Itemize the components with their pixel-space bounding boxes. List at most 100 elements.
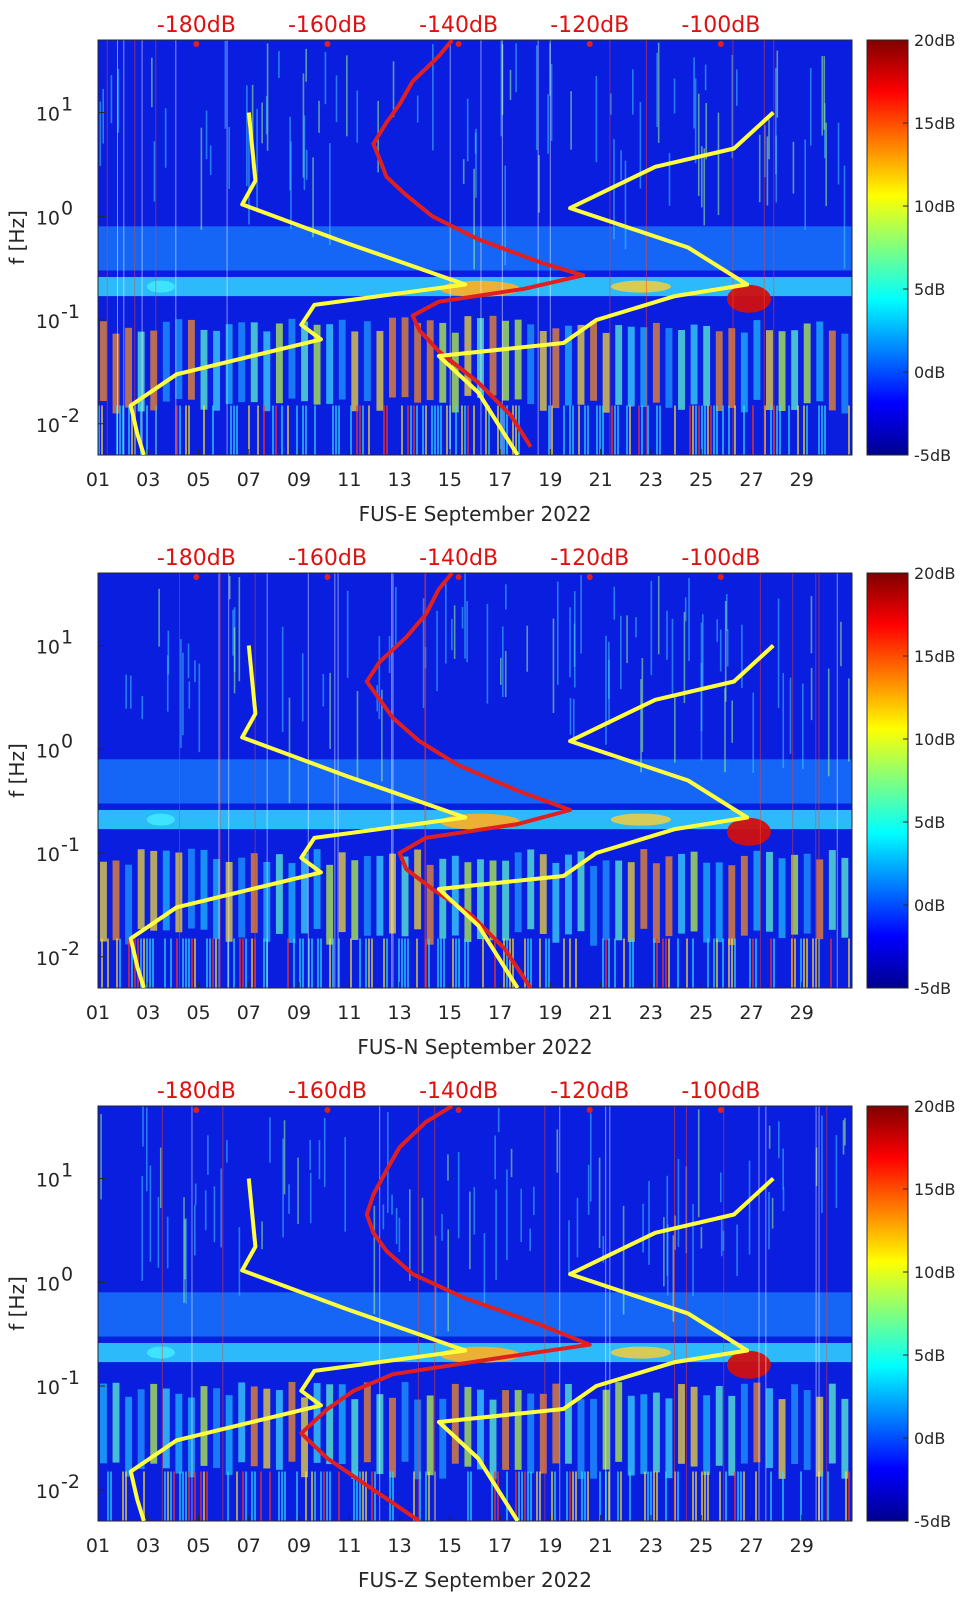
x-tick-label: 09 bbox=[287, 1535, 311, 1557]
colorbar-label: 5dB bbox=[914, 813, 945, 832]
x-tick-label: 23 bbox=[639, 469, 663, 491]
x-tick-label: 27 bbox=[739, 1535, 763, 1557]
y-axis-label: f [Hz] bbox=[5, 210, 29, 265]
x-tick-label: 01 bbox=[86, 1002, 110, 1024]
x-tick-label: 15 bbox=[438, 1535, 462, 1557]
x-tick-label: 05 bbox=[186, 1002, 210, 1024]
x-tick-label: 07 bbox=[237, 469, 261, 491]
colorbar bbox=[866, 1105, 909, 1522]
top-db-label: -140dB bbox=[419, 1079, 498, 1104]
x-axis-label: FUS-N September 2022 bbox=[357, 1035, 592, 1059]
psd-median-curve bbox=[299, 1106, 592, 1521]
colorbar-label: 0dB bbox=[914, 896, 945, 915]
colorbar-label: 20dB bbox=[914, 1097, 956, 1116]
x-tick-label: 17 bbox=[488, 1002, 512, 1024]
colorbar-label: -5dB bbox=[914, 1512, 951, 1531]
y-tick-exponent: -1 bbox=[61, 834, 80, 856]
top-db-marker bbox=[586, 1107, 593, 1113]
noise-model-curve-2 bbox=[436, 111, 775, 455]
top-db-label: -180dB bbox=[157, 546, 236, 571]
x-tick-label: 13 bbox=[388, 1535, 412, 1557]
y-tick-label: 10 bbox=[36, 1481, 60, 1503]
colorbar-label: 0dB bbox=[914, 363, 945, 382]
top-db-label: -100dB bbox=[681, 546, 760, 571]
x-tick-label: 21 bbox=[589, 1535, 613, 1557]
y-axis-label: f [Hz] bbox=[5, 1276, 29, 1331]
spectrogram-panel-3: 01 03 05 07 09 11 13 15 17 19 21 23 25 27 2910-210-110… bbox=[5, 1079, 956, 1592]
top-db-label: -100dB bbox=[681, 13, 760, 38]
x-tick-label: 29 bbox=[790, 1002, 814, 1024]
noise-model-curve-1 bbox=[128, 112, 468, 455]
top-db-label: -120dB bbox=[550, 546, 629, 571]
x-tick-label: 27 bbox=[739, 469, 763, 491]
x-tick-label: 29 bbox=[790, 1535, 814, 1557]
colorbar-label: 0dB bbox=[914, 1429, 945, 1448]
x-axis-label: FUS-E September 2022 bbox=[359, 502, 592, 526]
y-tick-label: 10 bbox=[36, 311, 60, 333]
top-db-marker bbox=[324, 41, 331, 47]
y-tick-label: 10 bbox=[36, 844, 60, 866]
y-tick-label: 10 bbox=[36, 948, 60, 970]
psd-median-curve bbox=[364, 573, 573, 988]
y-tick-label: 10 bbox=[36, 104, 60, 126]
y-tick-exponent: -2 bbox=[61, 405, 80, 427]
spectrogram-panel-2: 01 03 05 07 09 11 13 15 17 19 21 23 25 27 2910-210-110… bbox=[5, 546, 956, 1059]
y-tick-label: 10 bbox=[36, 740, 60, 762]
top-db-marker bbox=[324, 574, 331, 580]
x-tick-label: 19 bbox=[538, 1002, 562, 1024]
colorbar-label: 15dB bbox=[914, 114, 956, 133]
y-tick-exponent: -1 bbox=[61, 301, 80, 323]
x-tick-label: 23 bbox=[639, 1535, 663, 1557]
colorbar-label: 10dB bbox=[914, 730, 956, 749]
y-tick-exponent: -2 bbox=[61, 1471, 80, 1493]
top-db-label: -160dB bbox=[288, 1079, 367, 1104]
colorbar bbox=[866, 39, 909, 456]
colorbar-label: -5dB bbox=[914, 979, 951, 998]
x-tick-label: 13 bbox=[388, 469, 412, 491]
y-tick-exponent: -2 bbox=[61, 938, 80, 960]
top-db-marker bbox=[586, 41, 593, 47]
colorbar-label: 10dB bbox=[914, 197, 956, 216]
colorbar-label: 20dB bbox=[914, 31, 956, 50]
top-db-marker bbox=[717, 1107, 724, 1113]
x-tick-label: 17 bbox=[488, 1535, 512, 1557]
top-db-marker bbox=[193, 41, 200, 47]
overlay-curves bbox=[128, 40, 775, 455]
spectrogram-bands bbox=[98, 759, 852, 846]
x-tick-label: 25 bbox=[689, 1535, 713, 1557]
colorbar-label: 15dB bbox=[914, 1180, 956, 1199]
x-tick-label: 15 bbox=[438, 1002, 462, 1024]
y-tick-label: 10 bbox=[36, 415, 60, 437]
top-db-label: -160dB bbox=[288, 546, 367, 571]
x-tick-label: 07 bbox=[237, 1002, 261, 1024]
x-tick-label: 25 bbox=[689, 1002, 713, 1024]
colorbar-label: 20dB bbox=[914, 564, 956, 583]
overlay-curves bbox=[128, 1106, 775, 1521]
x-tick-label: 05 bbox=[186, 1535, 210, 1557]
x-tick-label: 01 bbox=[86, 469, 110, 491]
top-db-label: -120dB bbox=[550, 1079, 629, 1104]
y-tick-label: 10 bbox=[36, 637, 60, 659]
x-tick-label: 11 bbox=[337, 469, 361, 491]
x-tick-label: 01 bbox=[86, 1535, 110, 1557]
top-db-label: -140dB bbox=[419, 546, 498, 571]
y-tick-exponent: 1 bbox=[61, 627, 73, 649]
colorbar-label: 10dB bbox=[914, 1263, 956, 1282]
x-tick-label: 21 bbox=[589, 1002, 613, 1024]
spectrogram-columns bbox=[100, 573, 850, 988]
top-db-marker bbox=[324, 1107, 331, 1113]
x-tick-label: 27 bbox=[739, 1002, 763, 1024]
noise-model-curve-2 bbox=[436, 644, 775, 988]
y-tick-label: 10 bbox=[36, 1170, 60, 1192]
y-tick-exponent: 0 bbox=[61, 197, 73, 219]
x-tick-label: 11 bbox=[337, 1535, 361, 1557]
x-tick-label: 19 bbox=[538, 469, 562, 491]
top-db-marker bbox=[717, 41, 724, 47]
y-tick-label: 10 bbox=[36, 1377, 60, 1399]
axes-box bbox=[97, 1105, 853, 1522]
y-tick-exponent: 1 bbox=[61, 1160, 73, 1182]
top-db-marker bbox=[193, 1107, 200, 1113]
x-tick-label: 07 bbox=[237, 1535, 261, 1557]
x-tick-label: 21 bbox=[589, 469, 613, 491]
